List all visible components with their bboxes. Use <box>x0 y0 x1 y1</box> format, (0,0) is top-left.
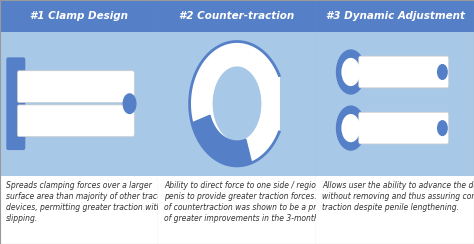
FancyBboxPatch shape <box>18 71 134 102</box>
Text: #2 Counter-traction: #2 Counter-traction <box>179 11 295 21</box>
FancyBboxPatch shape <box>0 32 158 176</box>
Circle shape <box>337 50 365 94</box>
FancyBboxPatch shape <box>316 0 474 32</box>
Polygon shape <box>190 41 279 166</box>
FancyBboxPatch shape <box>359 112 449 144</box>
FancyBboxPatch shape <box>316 176 474 244</box>
FancyBboxPatch shape <box>6 57 25 150</box>
Polygon shape <box>192 115 252 166</box>
Circle shape <box>438 121 447 135</box>
FancyBboxPatch shape <box>158 176 316 244</box>
FancyBboxPatch shape <box>316 32 474 176</box>
Text: Allows user the ability to advance the device
without removing and thus assuring: Allows user the ability to advance the d… <box>322 181 474 212</box>
Text: Ability to direct force to one side / region of the
penis to provide greater tra: Ability to direct force to one side / re… <box>164 181 352 223</box>
Circle shape <box>342 59 359 85</box>
Circle shape <box>438 65 447 79</box>
FancyBboxPatch shape <box>158 0 316 32</box>
Circle shape <box>342 115 359 142</box>
Circle shape <box>337 106 365 150</box>
FancyBboxPatch shape <box>158 32 316 176</box>
Text: Spreads clamping forces over a larger
surface area than majority of other tracti: Spreads clamping forces over a larger su… <box>6 181 174 223</box>
Text: #3 Dynamic Adjustment: #3 Dynamic Adjustment <box>326 11 465 21</box>
FancyBboxPatch shape <box>0 176 158 244</box>
FancyBboxPatch shape <box>0 0 158 32</box>
FancyBboxPatch shape <box>18 105 134 137</box>
FancyBboxPatch shape <box>359 56 449 88</box>
Text: #1 Clamp Design: #1 Clamp Design <box>30 11 128 21</box>
Circle shape <box>123 94 136 113</box>
Polygon shape <box>213 67 261 140</box>
